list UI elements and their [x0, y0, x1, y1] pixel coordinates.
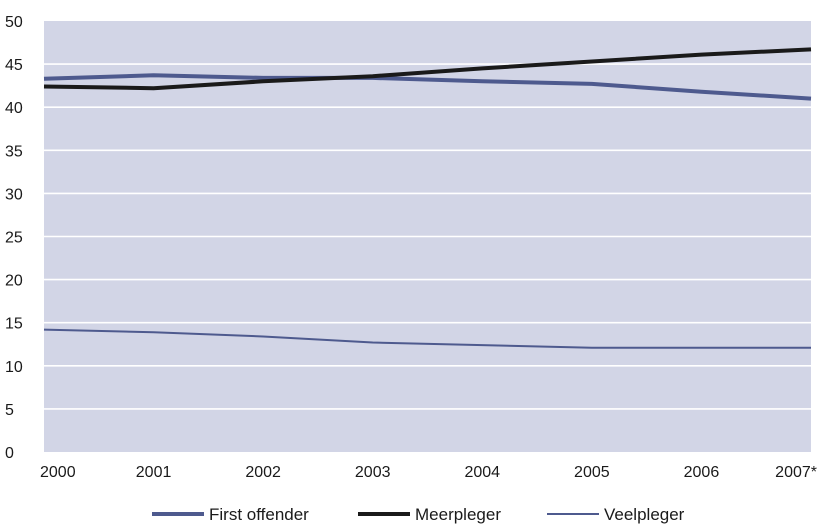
x-axis-ticks: 2000 2001 2002 2003 2004 2005 2006 2007*	[40, 464, 817, 481]
x-tick-label: 2002	[245, 464, 281, 481]
y-tick-label: 20	[5, 273, 23, 290]
y-tick-label: 10	[5, 359, 23, 376]
x-tick-label: 2007*	[775, 464, 817, 481]
y-tick-label: 35	[5, 143, 23, 160]
legend-label: First offender	[209, 505, 309, 524]
gridlines	[44, 63, 811, 410]
y-axis-ticks: 0 5 10 15 20 25 30 35 40 45 50	[5, 14, 23, 462]
x-tick-label: 2000	[40, 464, 76, 481]
y-tick-label: 45	[5, 57, 23, 74]
y-tick-label: 30	[5, 186, 23, 203]
x-tick-label: 2001	[136, 464, 172, 481]
x-tick-label: 2003	[355, 464, 391, 481]
y-tick-label: 40	[5, 100, 23, 117]
y-tick-label: 15	[5, 316, 23, 333]
y-tick-label: 5	[5, 402, 14, 419]
legend: First offender Meerpleger Veelpleger	[152, 505, 685, 524]
series-lines	[43, 47, 812, 349]
y-tick-label: 25	[5, 230, 23, 247]
x-tick-label: 2004	[464, 464, 500, 481]
y-tick-label: 0	[5, 445, 14, 462]
x-tick-label: 2006	[684, 464, 720, 481]
series-line-2	[43, 328, 811, 349]
legend-label: Meerpleger	[415, 505, 501, 524]
legend-label: Veelpleger	[604, 505, 685, 524]
y-tick-label: 50	[5, 14, 23, 31]
series-line-1	[43, 47, 812, 91]
series-line-0	[43, 73, 812, 101]
x-tick-label: 2005	[574, 464, 610, 481]
